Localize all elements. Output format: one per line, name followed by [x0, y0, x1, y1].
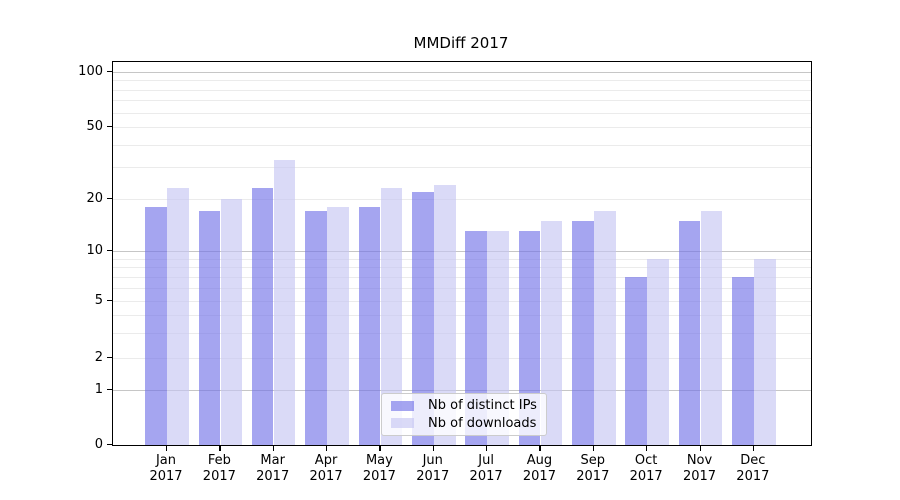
bar-distinct-ips-nov	[678, 220, 701, 445]
y-tick-mark	[107, 71, 112, 73]
x-tick-label: Dec 2017	[736, 453, 770, 484]
x-tick-mark	[379, 446, 381, 451]
x-tick-mark	[486, 446, 488, 451]
bar-distinct-ips-feb	[198, 211, 221, 445]
x-tick-label: Aug 2017	[522, 453, 556, 484]
gridline-minor	[113, 314, 811, 316]
gridline-major	[113, 251, 811, 252]
y-tick-mark	[107, 250, 112, 252]
bar-downloads-mar	[273, 159, 296, 445]
x-tick-label: Jul 2017	[469, 453, 503, 484]
gridline-minor	[113, 267, 811, 269]
bar-downloads-oct	[647, 258, 669, 445]
bar-distinct-ips-aug	[518, 231, 541, 445]
gridline-minor	[113, 112, 811, 114]
gridline-minor	[113, 258, 811, 260]
y-tick-mark	[107, 389, 112, 391]
gridline-minor	[113, 199, 811, 200]
y-tick-label: 0	[94, 436, 103, 452]
bar-distinct-ips-jan	[145, 206, 167, 445]
legend-swatch-distinct-ips	[391, 400, 414, 411]
x-tick-mark	[272, 446, 274, 451]
bar-downloads-aug	[540, 220, 563, 445]
bar-downloads-nov	[700, 211, 723, 445]
y-tick-label: 5	[94, 292, 103, 308]
gridline-minor	[113, 167, 811, 169]
gridline-minor	[113, 276, 811, 278]
gridline-minor	[113, 301, 811, 302]
x-tick-label: Jun 2017	[416, 453, 450, 484]
legend-swatch-downloads	[391, 418, 414, 429]
gridline-minor	[113, 80, 811, 82]
x-tick-mark	[699, 446, 701, 451]
bar-distinct-ips-mar	[251, 188, 274, 445]
bar-distinct-ips-jun	[412, 191, 434, 445]
bar-distinct-ips-sep	[572, 220, 594, 445]
gridline-major	[113, 72, 811, 73]
y-tick-mark	[107, 444, 112, 446]
gridline-minor	[113, 332, 811, 334]
x-tick-mark	[539, 446, 541, 451]
bar-downloads-sep	[594, 211, 616, 445]
x-tick-label: Apr 2017	[309, 453, 343, 484]
gridline-minor	[113, 144, 811, 146]
x-tick-label: Feb 2017	[202, 453, 236, 484]
bar-downloads-jan	[167, 188, 189, 445]
y-tick-label: 20	[86, 190, 103, 206]
x-tick-mark	[646, 446, 648, 451]
legend-label: Nb of downloads	[428, 415, 537, 431]
bar-downloads-dec	[754, 258, 776, 445]
y-tick-mark	[107, 300, 112, 302]
x-tick-label: Oct 2017	[629, 453, 663, 484]
gridline-minor	[113, 358, 811, 359]
gridline-minor	[113, 287, 811, 289]
x-tick-mark	[432, 446, 434, 451]
y-tick-mark	[107, 357, 112, 359]
x-tick-mark	[326, 446, 328, 451]
y-tick-mark	[107, 198, 112, 200]
gridline-minor	[113, 127, 811, 128]
x-tick-label: Mar 2017	[256, 453, 290, 484]
bar-downloads-jul	[487, 231, 509, 445]
bar-downloads-may	[380, 188, 403, 445]
y-tick-label: 1	[94, 381, 103, 397]
legend: Nb of distinct IPs Nb of downloads	[381, 393, 547, 436]
x-tick-label: Jan 2017	[149, 453, 183, 484]
bar-downloads-apr	[327, 206, 349, 445]
x-tick-label: May 2017	[362, 453, 396, 484]
gridline-minor	[113, 100, 811, 102]
legend-item: Nb of downloads	[391, 416, 546, 431]
legend-item: Nb of distinct IPs	[391, 398, 546, 413]
chart-title: MMDiff 2017	[413, 34, 509, 52]
legend-label: Nb of distinct IPs	[428, 398, 537, 414]
x-tick-mark	[166, 446, 168, 451]
bar-downloads-feb	[220, 199, 243, 445]
x-tick-label: Sep 2017	[576, 453, 610, 484]
y-tick-label: 100	[78, 63, 103, 79]
x-tick-mark	[592, 446, 594, 451]
bar-distinct-ips-oct	[625, 276, 647, 445]
bar-distinct-ips-may	[358, 206, 381, 445]
gridline-major	[113, 390, 811, 391]
bar-downloads-jun	[434, 184, 456, 445]
x-tick-mark	[219, 446, 221, 451]
y-tick-mark	[107, 126, 112, 128]
x-tick-mark	[752, 446, 755, 451]
y-tick-label: 10	[86, 242, 103, 258]
y-tick-label: 2	[94, 349, 103, 365]
y-tick-label: 50	[86, 118, 103, 134]
bar-distinct-ips-dec	[732, 276, 754, 445]
bar-distinct-ips-jul	[465, 231, 487, 445]
x-tick-label: Nov 2017	[682, 453, 717, 484]
plot-area	[112, 61, 812, 446]
bar-distinct-ips-apr	[305, 211, 327, 445]
gridline-minor	[113, 89, 811, 91]
